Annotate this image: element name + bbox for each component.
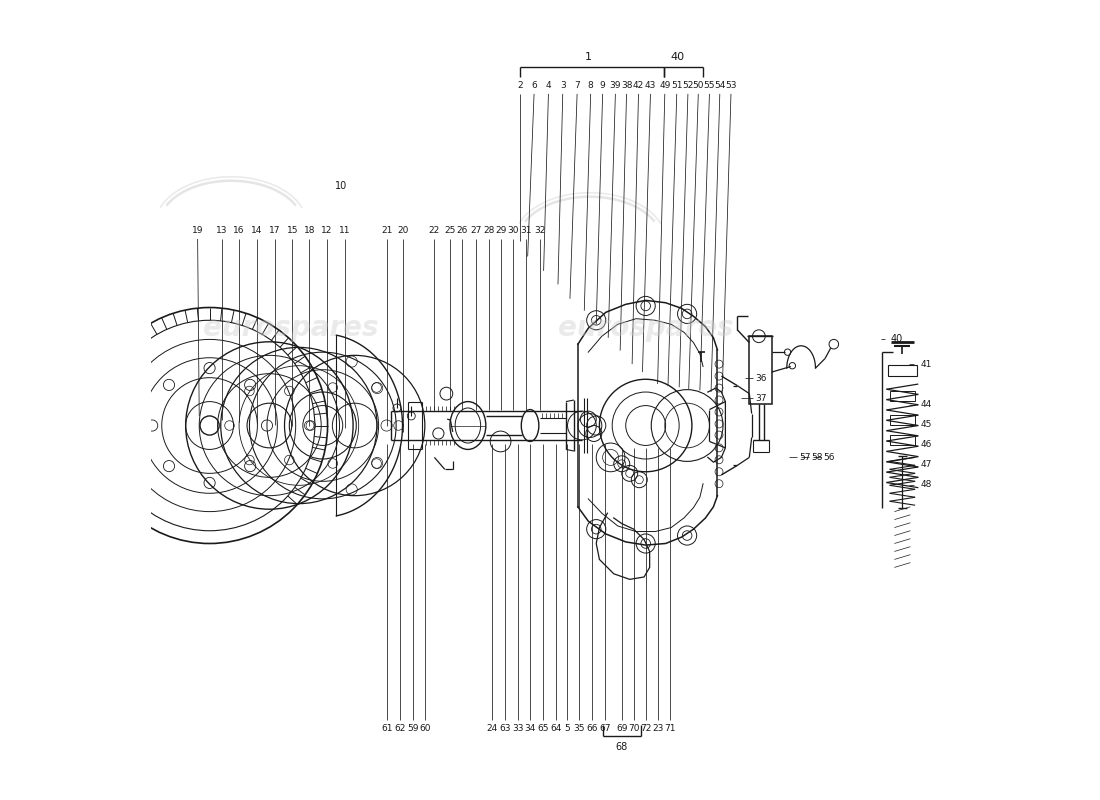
Text: 11: 11 (340, 226, 351, 235)
Text: 5: 5 (564, 724, 570, 733)
Text: eurospares: eurospares (558, 314, 734, 342)
Text: 60: 60 (419, 724, 430, 733)
Text: 31: 31 (520, 226, 531, 235)
Text: 30: 30 (507, 226, 519, 235)
Text: 28: 28 (483, 226, 494, 235)
Text: 56: 56 (823, 453, 835, 462)
Text: 40: 40 (891, 334, 903, 344)
Text: 62: 62 (395, 724, 406, 733)
Text: 53: 53 (725, 82, 737, 90)
Text: 45: 45 (921, 420, 932, 430)
Text: 26: 26 (456, 226, 468, 235)
Text: 61: 61 (382, 724, 393, 733)
Text: 63: 63 (499, 724, 512, 733)
Text: 52: 52 (682, 82, 694, 90)
Text: 29: 29 (496, 226, 507, 235)
Text: 66: 66 (586, 724, 598, 733)
Text: 8: 8 (587, 82, 594, 90)
Text: 2: 2 (517, 82, 522, 90)
Text: 40: 40 (671, 52, 684, 62)
Text: 68: 68 (616, 742, 628, 752)
Text: 54: 54 (714, 82, 726, 90)
Text: 20: 20 (397, 226, 409, 235)
Text: 41: 41 (921, 360, 932, 369)
Text: 59: 59 (407, 724, 419, 733)
Text: 34: 34 (525, 724, 536, 733)
Text: 22: 22 (429, 226, 440, 235)
Text: 46: 46 (921, 440, 932, 449)
Text: 1: 1 (585, 52, 592, 62)
Text: 39: 39 (609, 82, 622, 90)
Text: 42: 42 (632, 82, 645, 90)
Text: 67: 67 (600, 724, 610, 733)
Text: 47: 47 (921, 460, 932, 469)
Text: 38: 38 (620, 82, 632, 90)
Text: 6: 6 (531, 82, 537, 90)
Text: 33: 33 (513, 724, 524, 733)
Text: 27: 27 (470, 226, 482, 235)
Text: 19: 19 (191, 226, 204, 235)
Bar (890, 415, 915, 425)
Bar (890, 435, 915, 445)
Text: 7: 7 (574, 82, 580, 90)
Text: 13: 13 (216, 226, 228, 235)
Text: 65: 65 (537, 724, 549, 733)
Text: 36: 36 (756, 374, 767, 383)
Text: 58: 58 (812, 453, 823, 462)
Text: 55: 55 (704, 82, 715, 90)
Text: 44: 44 (921, 400, 932, 410)
Text: 72: 72 (640, 724, 651, 733)
Text: 51: 51 (671, 82, 682, 90)
Text: 21: 21 (382, 226, 393, 235)
Text: 12: 12 (321, 226, 332, 235)
Text: 10: 10 (336, 182, 348, 191)
Text: 49: 49 (659, 82, 671, 90)
Text: 69: 69 (616, 724, 627, 733)
Text: eurospares: eurospares (204, 314, 378, 342)
Bar (890, 391, 915, 401)
Text: 32: 32 (534, 226, 546, 235)
Bar (749, 336, 771, 404)
Text: 24: 24 (486, 724, 497, 733)
Text: 23: 23 (652, 724, 664, 733)
Text: 18: 18 (304, 226, 315, 235)
Text: 71: 71 (664, 724, 676, 733)
Text: 17: 17 (270, 226, 280, 235)
Text: 57: 57 (800, 453, 811, 462)
Text: 3: 3 (560, 82, 565, 90)
Text: 14: 14 (251, 226, 262, 235)
Text: 37: 37 (756, 394, 767, 403)
Text: 25: 25 (444, 226, 455, 235)
Text: 9: 9 (600, 82, 605, 90)
Text: 4: 4 (546, 82, 551, 90)
Text: 15: 15 (287, 226, 298, 235)
Text: 35: 35 (574, 724, 585, 733)
Text: 50: 50 (693, 82, 704, 90)
Text: 64: 64 (550, 724, 561, 733)
Text: 48: 48 (921, 480, 932, 489)
Text: 70: 70 (628, 724, 639, 733)
Bar (888, 365, 916, 376)
Text: 43: 43 (645, 82, 656, 90)
Text: 16: 16 (233, 226, 245, 235)
